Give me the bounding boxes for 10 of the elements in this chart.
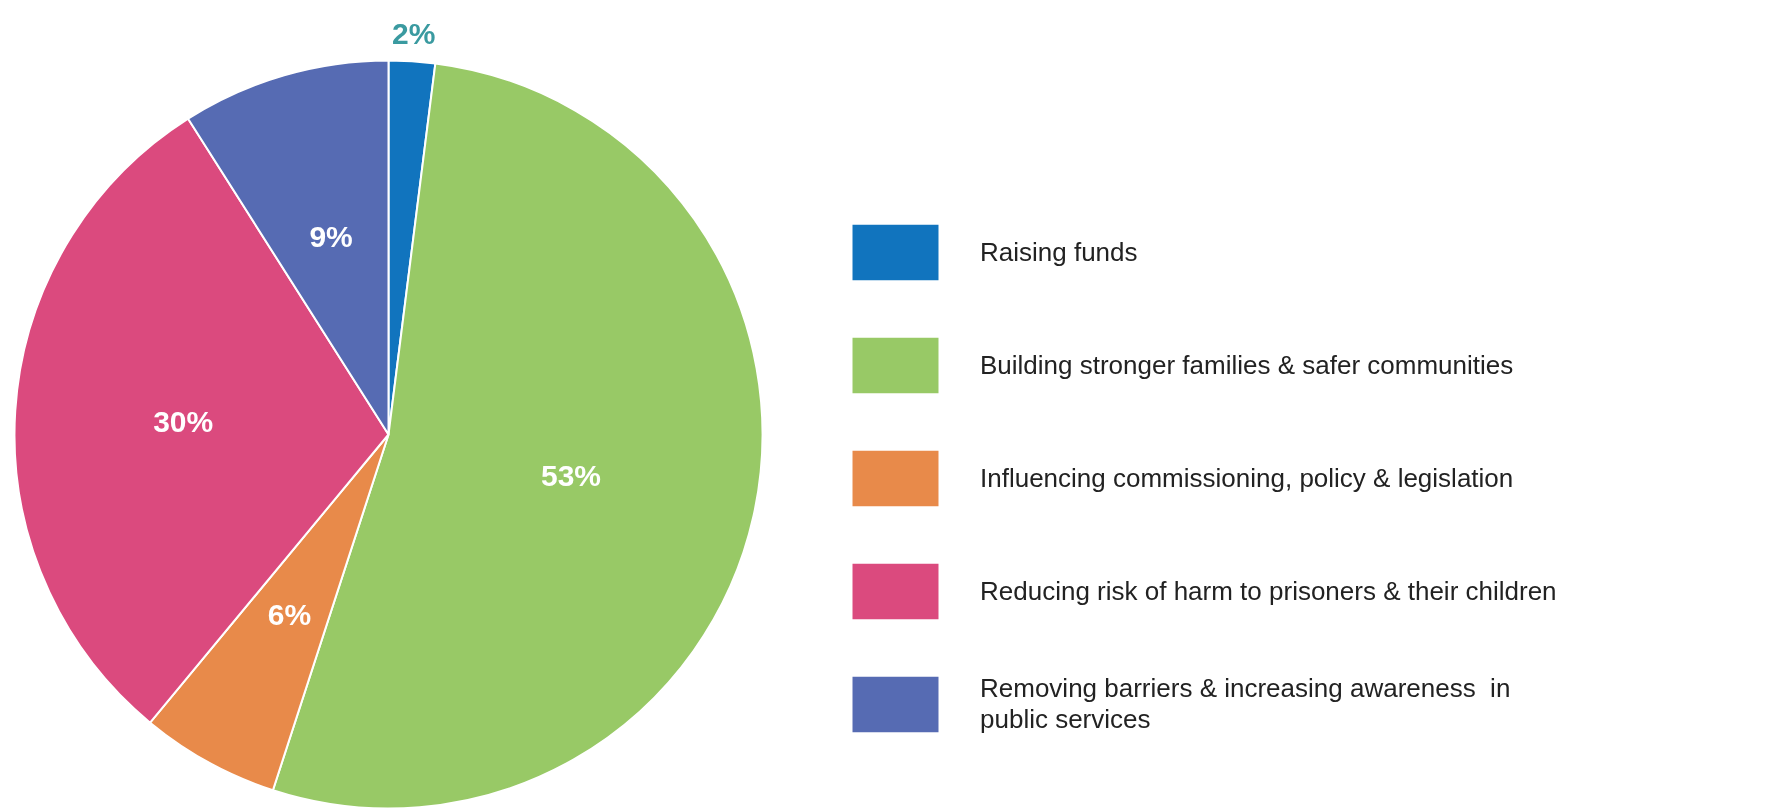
data-label: 9%	[309, 220, 353, 254]
legend-label: Raising funds	[980, 235, 1138, 269]
data-label: 2%	[392, 16, 436, 50]
legend-label: Building stronger families & safer communities	[980, 348, 1514, 382]
legend-label: Removing barriers & increasing awareness in public services	[980, 672, 1511, 736]
data-label: 53%	[540, 458, 602, 492]
data-label: 30%	[153, 405, 214, 439]
data-label: 6%	[267, 598, 312, 632]
legend-label: Reducing risk of harm to prisoners & their children	[980, 574, 1557, 608]
legend-label: Influencing commissioning, policy & legislation	[980, 461, 1514, 495]
